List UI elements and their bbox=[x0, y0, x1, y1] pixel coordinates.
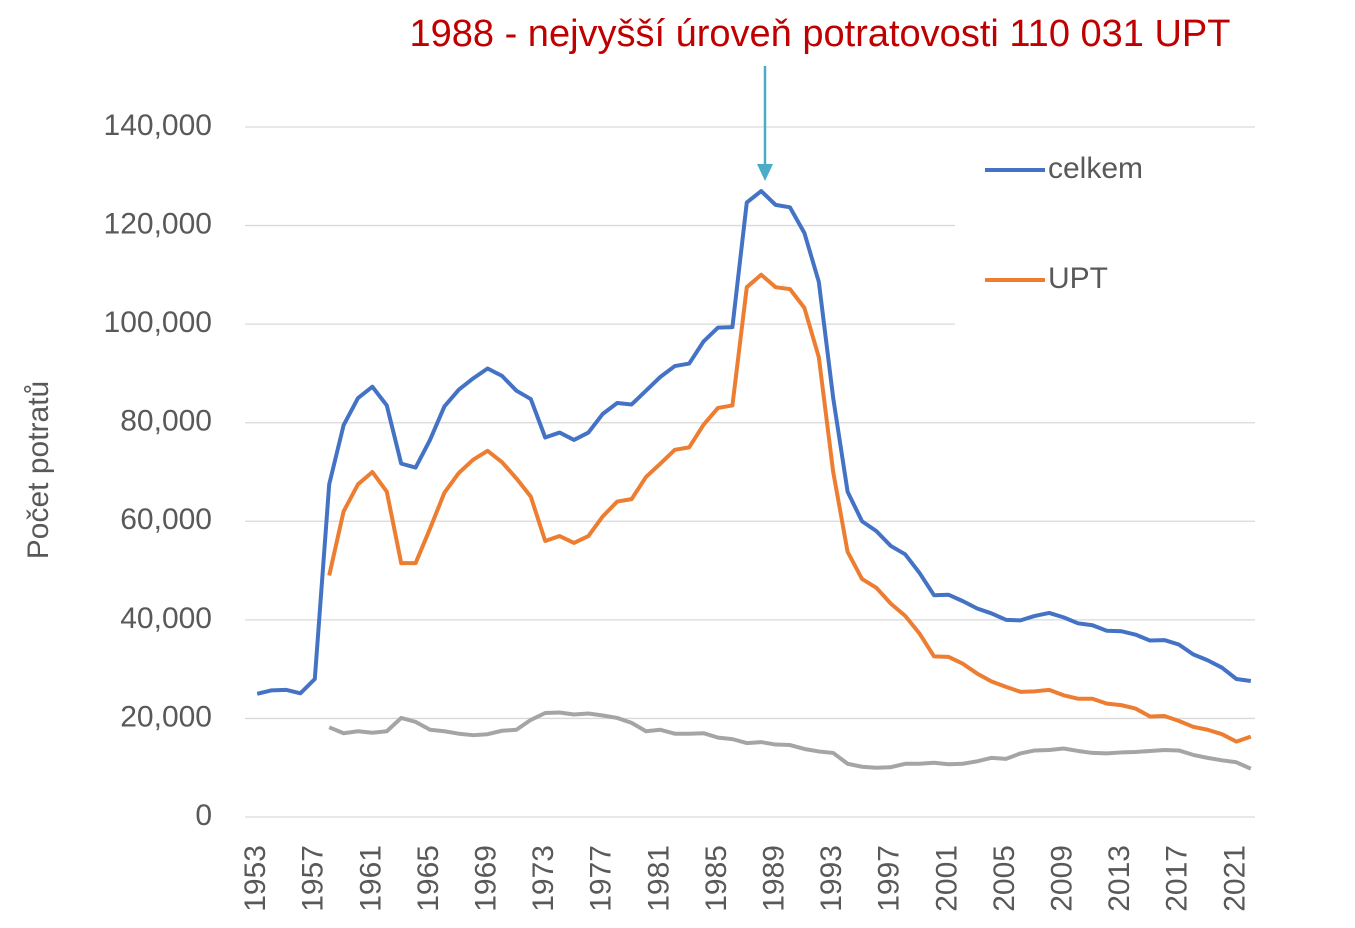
x-tick-label: 1993 bbox=[815, 845, 848, 912]
line-series bbox=[327, 272, 1252, 744]
x-tick-label: 1989 bbox=[758, 845, 791, 912]
x-tick-label: 2017 bbox=[1161, 845, 1194, 912]
x-tick-label: 2001 bbox=[930, 845, 963, 912]
y-tick-label: 100,000 bbox=[104, 306, 212, 339]
chart-title: 1988 - nejvyšší úroveň potratovosti 110 … bbox=[410, 13, 1231, 55]
x-tick-label: 2013 bbox=[1103, 845, 1136, 912]
legend-label: celkem bbox=[1048, 152, 1143, 185]
y-tick-label: 40,000 bbox=[120, 602, 212, 635]
annotation-arrowhead bbox=[757, 164, 773, 181]
x-tick-label: 1961 bbox=[354, 845, 387, 912]
x-tick-label: 1957 bbox=[297, 845, 330, 912]
y-tick-label: 140,000 bbox=[104, 109, 212, 142]
y-tick-label: 0 bbox=[195, 799, 212, 832]
x-tick-label: 1977 bbox=[585, 845, 618, 912]
y-tick-label: 60,000 bbox=[120, 503, 212, 536]
x-tick-label: 1965 bbox=[412, 845, 445, 912]
line-series bbox=[256, 189, 1252, 696]
y-tick-label: 120,000 bbox=[104, 207, 212, 240]
y-tick-label: 80,000 bbox=[120, 405, 212, 438]
x-tick-label: 2005 bbox=[988, 845, 1021, 912]
legend-background bbox=[955, 135, 1255, 325]
x-tick-label: 1973 bbox=[527, 845, 560, 912]
x-tick-label: 2021 bbox=[1218, 845, 1251, 912]
x-tick-label: 1969 bbox=[470, 845, 503, 912]
x-tick-label: 2009 bbox=[1046, 845, 1079, 912]
x-tick-label: 1985 bbox=[700, 845, 733, 912]
legend-label: UPT bbox=[1048, 262, 1108, 295]
x-tick-label: 1997 bbox=[873, 845, 906, 912]
x-tick-label: 1953 bbox=[239, 845, 272, 912]
x-tick-label: 1981 bbox=[642, 845, 675, 912]
y-axis-title: Počet potratů bbox=[22, 381, 55, 559]
line-series bbox=[328, 710, 1252, 771]
y-tick-label: 20,000 bbox=[120, 700, 212, 733]
